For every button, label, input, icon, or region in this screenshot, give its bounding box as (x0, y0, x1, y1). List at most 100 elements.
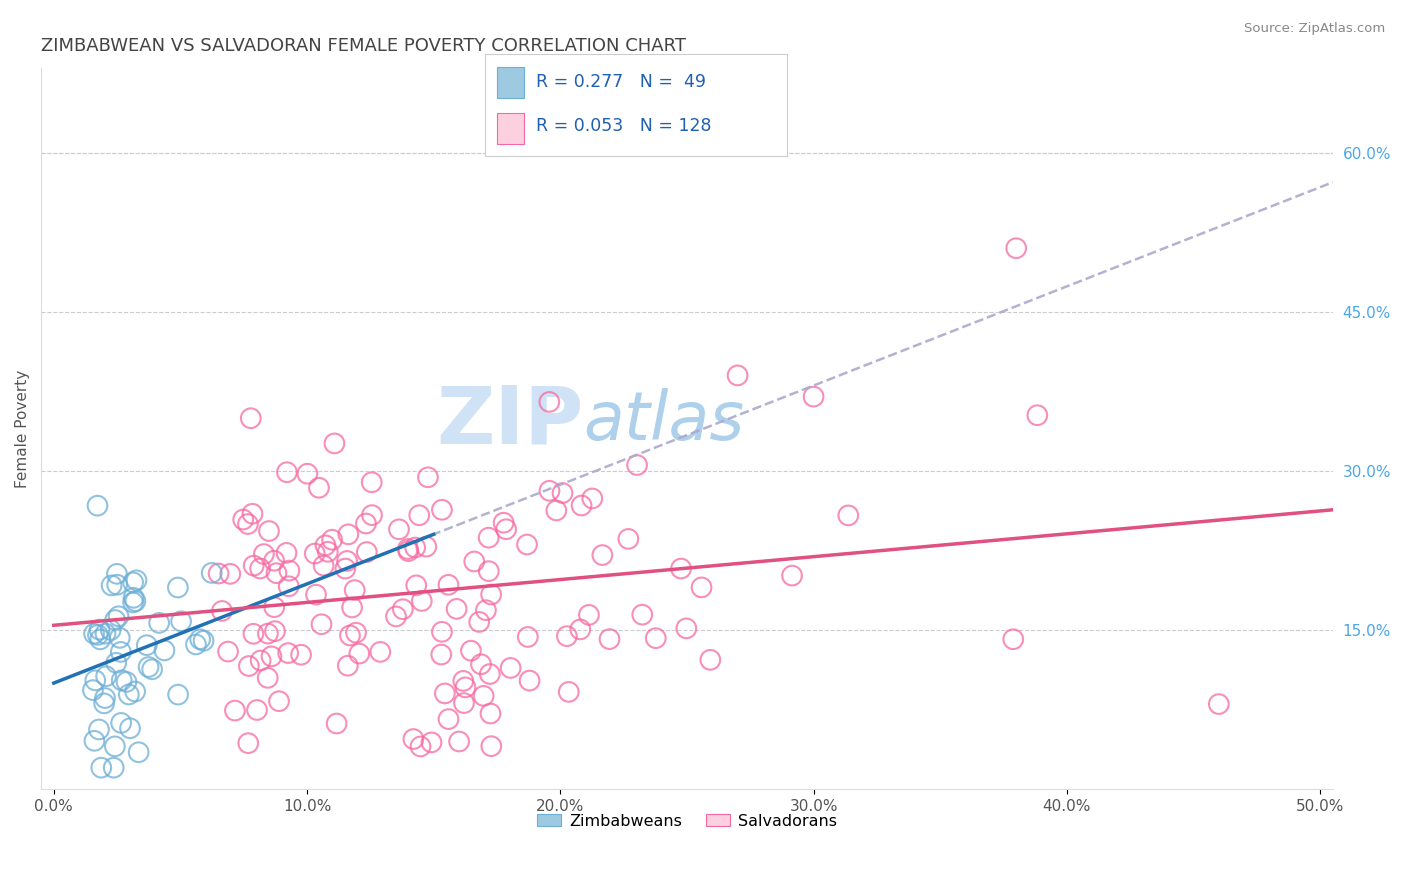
Point (335, 561, 357, 575)
Point (267, 694, 290, 708)
Point (516, 630, 538, 644)
Point (558, 685, 581, 699)
Point (308, 481, 330, 495)
Point (118, 721, 141, 735)
Point (478, 531, 501, 545)
Text: Source: ZipAtlas.com: Source: ZipAtlas.com (1244, 22, 1385, 36)
Point (598, 632, 620, 646)
Point (111, 673, 134, 688)
Point (727, 368, 749, 383)
Point (87, 628, 110, 642)
Point (325, 716, 347, 731)
Point (396, 544, 419, 558)
Point (124, 684, 146, 698)
Point (184, 637, 207, 651)
Point (167, 581, 190, 595)
Point (278, 564, 301, 578)
Point (433, 686, 456, 700)
Point (138, 660, 160, 674)
Point (368, 645, 391, 659)
Point (239, 411, 262, 425)
Point (323, 436, 346, 450)
Point (211, 604, 233, 618)
Bar (498, 113, 524, 144)
Point (470, 657, 492, 672)
Point (340, 600, 363, 615)
Point (277, 579, 299, 593)
Point (499, 661, 522, 675)
Point (257, 626, 280, 640)
Point (538, 483, 561, 498)
Point (312, 558, 335, 573)
Point (321, 533, 343, 547)
Point (100, 623, 122, 637)
Point (626, 458, 648, 472)
Point (404, 541, 426, 555)
Point (107, 609, 129, 624)
Point (430, 502, 453, 516)
Point (360, 475, 382, 490)
Point (405, 578, 427, 592)
Point (141, 662, 163, 676)
Point (118, 688, 141, 702)
Point (188, 632, 211, 647)
Point (263, 554, 285, 568)
Point (232, 512, 254, 526)
Point (569, 623, 592, 637)
Point (354, 516, 377, 531)
Point (260, 649, 283, 664)
Text: ZIP: ZIP (436, 382, 583, 460)
Point (104, 613, 127, 627)
Point (108, 631, 131, 645)
Point (83, 627, 105, 641)
Point (104, 739, 127, 754)
Point (264, 624, 287, 639)
Point (411, 594, 433, 608)
Point (492, 516, 515, 530)
Point (1208, 697, 1230, 711)
Point (290, 648, 312, 662)
Point (153, 643, 176, 657)
Point (242, 558, 264, 573)
Point (356, 545, 378, 559)
Point (388, 522, 411, 536)
Point (82, 683, 104, 698)
Legend: Zimbabweans, Salvadorans: Zimbabweans, Salvadorans (530, 807, 844, 835)
Point (430, 624, 453, 639)
Point (170, 615, 193, 629)
Point (257, 524, 280, 538)
Text: R = 0.053   N = 128: R = 0.053 N = 128 (537, 117, 711, 135)
Point (361, 508, 384, 522)
Point (86, 499, 108, 513)
Point (253, 547, 276, 561)
Point (1005, 241, 1028, 255)
Point (94, 669, 117, 683)
Point (277, 646, 299, 660)
Point (555, 629, 578, 643)
Point (408, 508, 430, 523)
Point (415, 540, 437, 554)
Point (276, 465, 298, 479)
Point (446, 602, 468, 616)
Point (631, 607, 654, 622)
Point (472, 689, 495, 703)
Point (336, 658, 359, 673)
Point (115, 674, 138, 689)
Point (690, 581, 713, 595)
Point (519, 673, 541, 688)
Point (337, 527, 360, 541)
Point (238, 736, 260, 750)
Point (475, 603, 498, 617)
Point (103, 761, 125, 775)
Point (236, 516, 259, 531)
Point (193, 633, 215, 648)
Point (266, 566, 288, 581)
Point (105, 566, 128, 581)
Point (167, 688, 190, 702)
Point (124, 594, 146, 608)
Point (409, 739, 432, 754)
Point (478, 564, 501, 578)
Point (110, 645, 132, 659)
Point (110, 715, 132, 730)
Point (316, 545, 339, 559)
